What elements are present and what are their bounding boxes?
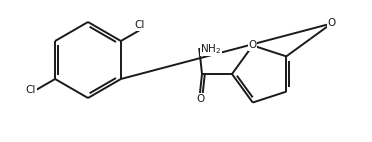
Text: Cl: Cl — [26, 85, 36, 95]
Text: O: O — [327, 18, 336, 28]
Text: NH$_2$: NH$_2$ — [200, 42, 221, 56]
Text: O: O — [196, 94, 204, 104]
Text: Cl: Cl — [135, 20, 145, 30]
Text: O: O — [248, 40, 257, 50]
